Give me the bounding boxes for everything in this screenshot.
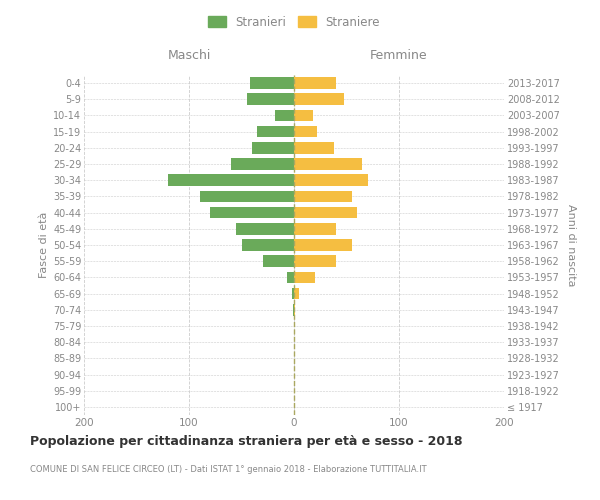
Bar xyxy=(294,207,357,218)
Bar xyxy=(292,288,294,300)
Bar xyxy=(168,174,294,186)
Bar xyxy=(294,158,362,170)
Bar xyxy=(247,94,294,105)
Bar xyxy=(294,110,313,122)
Text: Popolazione per cittadinanza straniera per età e sesso - 2018: Popolazione per cittadinanza straniera p… xyxy=(30,435,463,448)
Bar xyxy=(294,304,295,316)
Bar xyxy=(294,190,352,202)
Bar xyxy=(241,239,294,251)
Bar xyxy=(294,256,336,267)
Bar xyxy=(294,142,334,154)
Y-axis label: Fasce di età: Fasce di età xyxy=(38,212,49,278)
Bar xyxy=(294,288,299,300)
Bar xyxy=(294,223,336,234)
Bar xyxy=(294,78,336,89)
Bar xyxy=(231,158,294,170)
Bar xyxy=(287,272,294,283)
Y-axis label: Anni di nascita: Anni di nascita xyxy=(566,204,577,286)
Bar xyxy=(210,207,294,218)
Text: Maschi: Maschi xyxy=(167,49,211,62)
Bar xyxy=(250,78,294,89)
Bar xyxy=(236,223,294,234)
Bar xyxy=(294,272,315,283)
Legend: Stranieri, Straniere: Stranieri, Straniere xyxy=(203,11,385,34)
Bar xyxy=(293,304,294,316)
Bar xyxy=(294,126,317,138)
Bar xyxy=(294,239,352,251)
Text: COMUNE DI SAN FELICE CIRCEO (LT) - Dati ISTAT 1° gennaio 2018 - Elaborazione TUT: COMUNE DI SAN FELICE CIRCEO (LT) - Dati … xyxy=(30,465,427,474)
Bar xyxy=(275,110,294,122)
Bar xyxy=(294,94,344,105)
Bar xyxy=(252,142,294,154)
Bar xyxy=(199,190,294,202)
Text: Femmine: Femmine xyxy=(370,49,428,62)
Bar xyxy=(294,174,367,186)
Bar xyxy=(263,256,294,267)
Bar xyxy=(257,126,294,138)
